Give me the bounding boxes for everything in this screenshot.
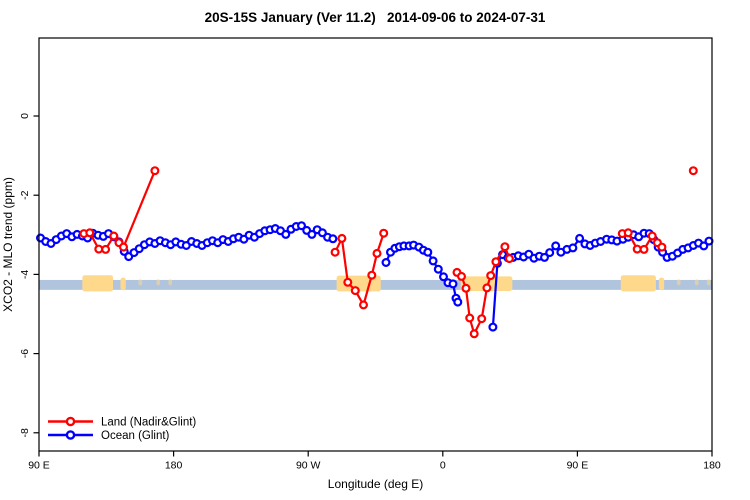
ocean-series-point [453,297,463,307]
y-tick-label: -4 [19,270,31,279]
land-series-line [334,232,385,306]
ocean-series-point [297,221,307,231]
y-tick-label: -2 [19,190,31,199]
land-series-point [343,277,353,287]
axis-layer: 90 E 180 90 W 0 90 E 180 0 -2 -4 -6 -8 [19,113,721,472]
land-series-point [477,314,487,324]
land-shading-region [620,275,656,292]
land-shading-region [138,279,143,286]
land-series-point [372,248,382,258]
land-shading-region [82,275,114,292]
ocean-series-point [439,272,449,282]
x-tick-label: 90 E [28,460,50,472]
land-shading-region [706,279,711,286]
land-series-point [491,257,501,267]
land-series-point [350,286,360,296]
land-shading-region [120,277,126,291]
legend-label: Land (Nadir&Glint) [101,417,196,429]
plot-border [38,37,713,452]
land-shading-region [156,279,161,286]
land-series-point [330,247,340,257]
land-series-point [379,228,389,238]
legend-item: Ocean (Glint) [48,430,170,442]
x-axis-label: Longitude (deg E) [328,477,423,491]
ocean-series-point [428,256,438,266]
y-axis-label: XCO2 - MLO trend (ppm) [1,177,15,312]
land-series-point [486,271,496,281]
land-series-point [623,228,633,238]
land-series-point [359,300,369,310]
land-series-point [150,166,160,176]
land-shading-region [168,279,173,286]
ocean-series-point [433,264,443,274]
legend-label: Ocean (Glint) [101,430,170,442]
land-series-point [337,233,347,243]
land-series-point [461,283,471,293]
land-series-point [688,166,698,176]
ocean-series-point [575,233,585,243]
land-series-point [504,254,514,264]
y-tick-label: -6 [19,349,31,358]
plot-area [35,166,714,339]
land-series-point [465,313,475,323]
land-series-point [647,231,657,241]
ocean-series-point [281,229,291,239]
ocean-series-point [381,258,391,268]
land-shading-region [676,279,681,286]
ocean-series-point [551,241,561,251]
x-tick-label: 0 [440,460,446,472]
legend-item: Land (Nadir&Glint) [48,417,196,429]
land-series-point [118,242,128,252]
y-tick-label: -8 [19,428,31,437]
land-series-point [367,270,377,280]
legend-swatch [65,416,76,427]
ocean-series-point [699,241,709,251]
land-series-point [109,231,119,241]
ocean-series-point [423,247,433,257]
land-series-point [457,271,467,281]
x-tick-label: 180 [703,460,721,472]
y-tick-label: 0 [19,113,31,119]
legend-swatch [65,430,76,440]
ocean-series-point [448,279,458,289]
x-tick-label: 90 E [567,460,589,472]
land-series-point [500,242,510,252]
land-series-point [482,283,492,293]
land-series-point [469,329,479,339]
legend: Land (Nadir&Glint)Ocean (Glint) [48,417,196,442]
land-shading-region [658,277,665,291]
land-series-point [657,242,667,252]
land-series-point [101,244,111,254]
ocean-series-point [568,243,578,253]
x-tick-label: 180 [165,460,183,472]
ocean-series-point [488,322,498,332]
ocean-series-point [307,229,317,239]
land-series-point [639,244,649,254]
ocean-series-point [539,252,549,262]
ocean-series-point [328,234,338,244]
ocean-series-point [704,236,714,246]
x-tick-label: 90 W [296,460,321,472]
land-series-point [85,228,95,238]
ocean-series-point [545,248,555,258]
chart-title: 20S-15S January (Ver 11.2) 2014-09-06 to… [204,10,546,25]
land-shading-region [694,279,699,286]
